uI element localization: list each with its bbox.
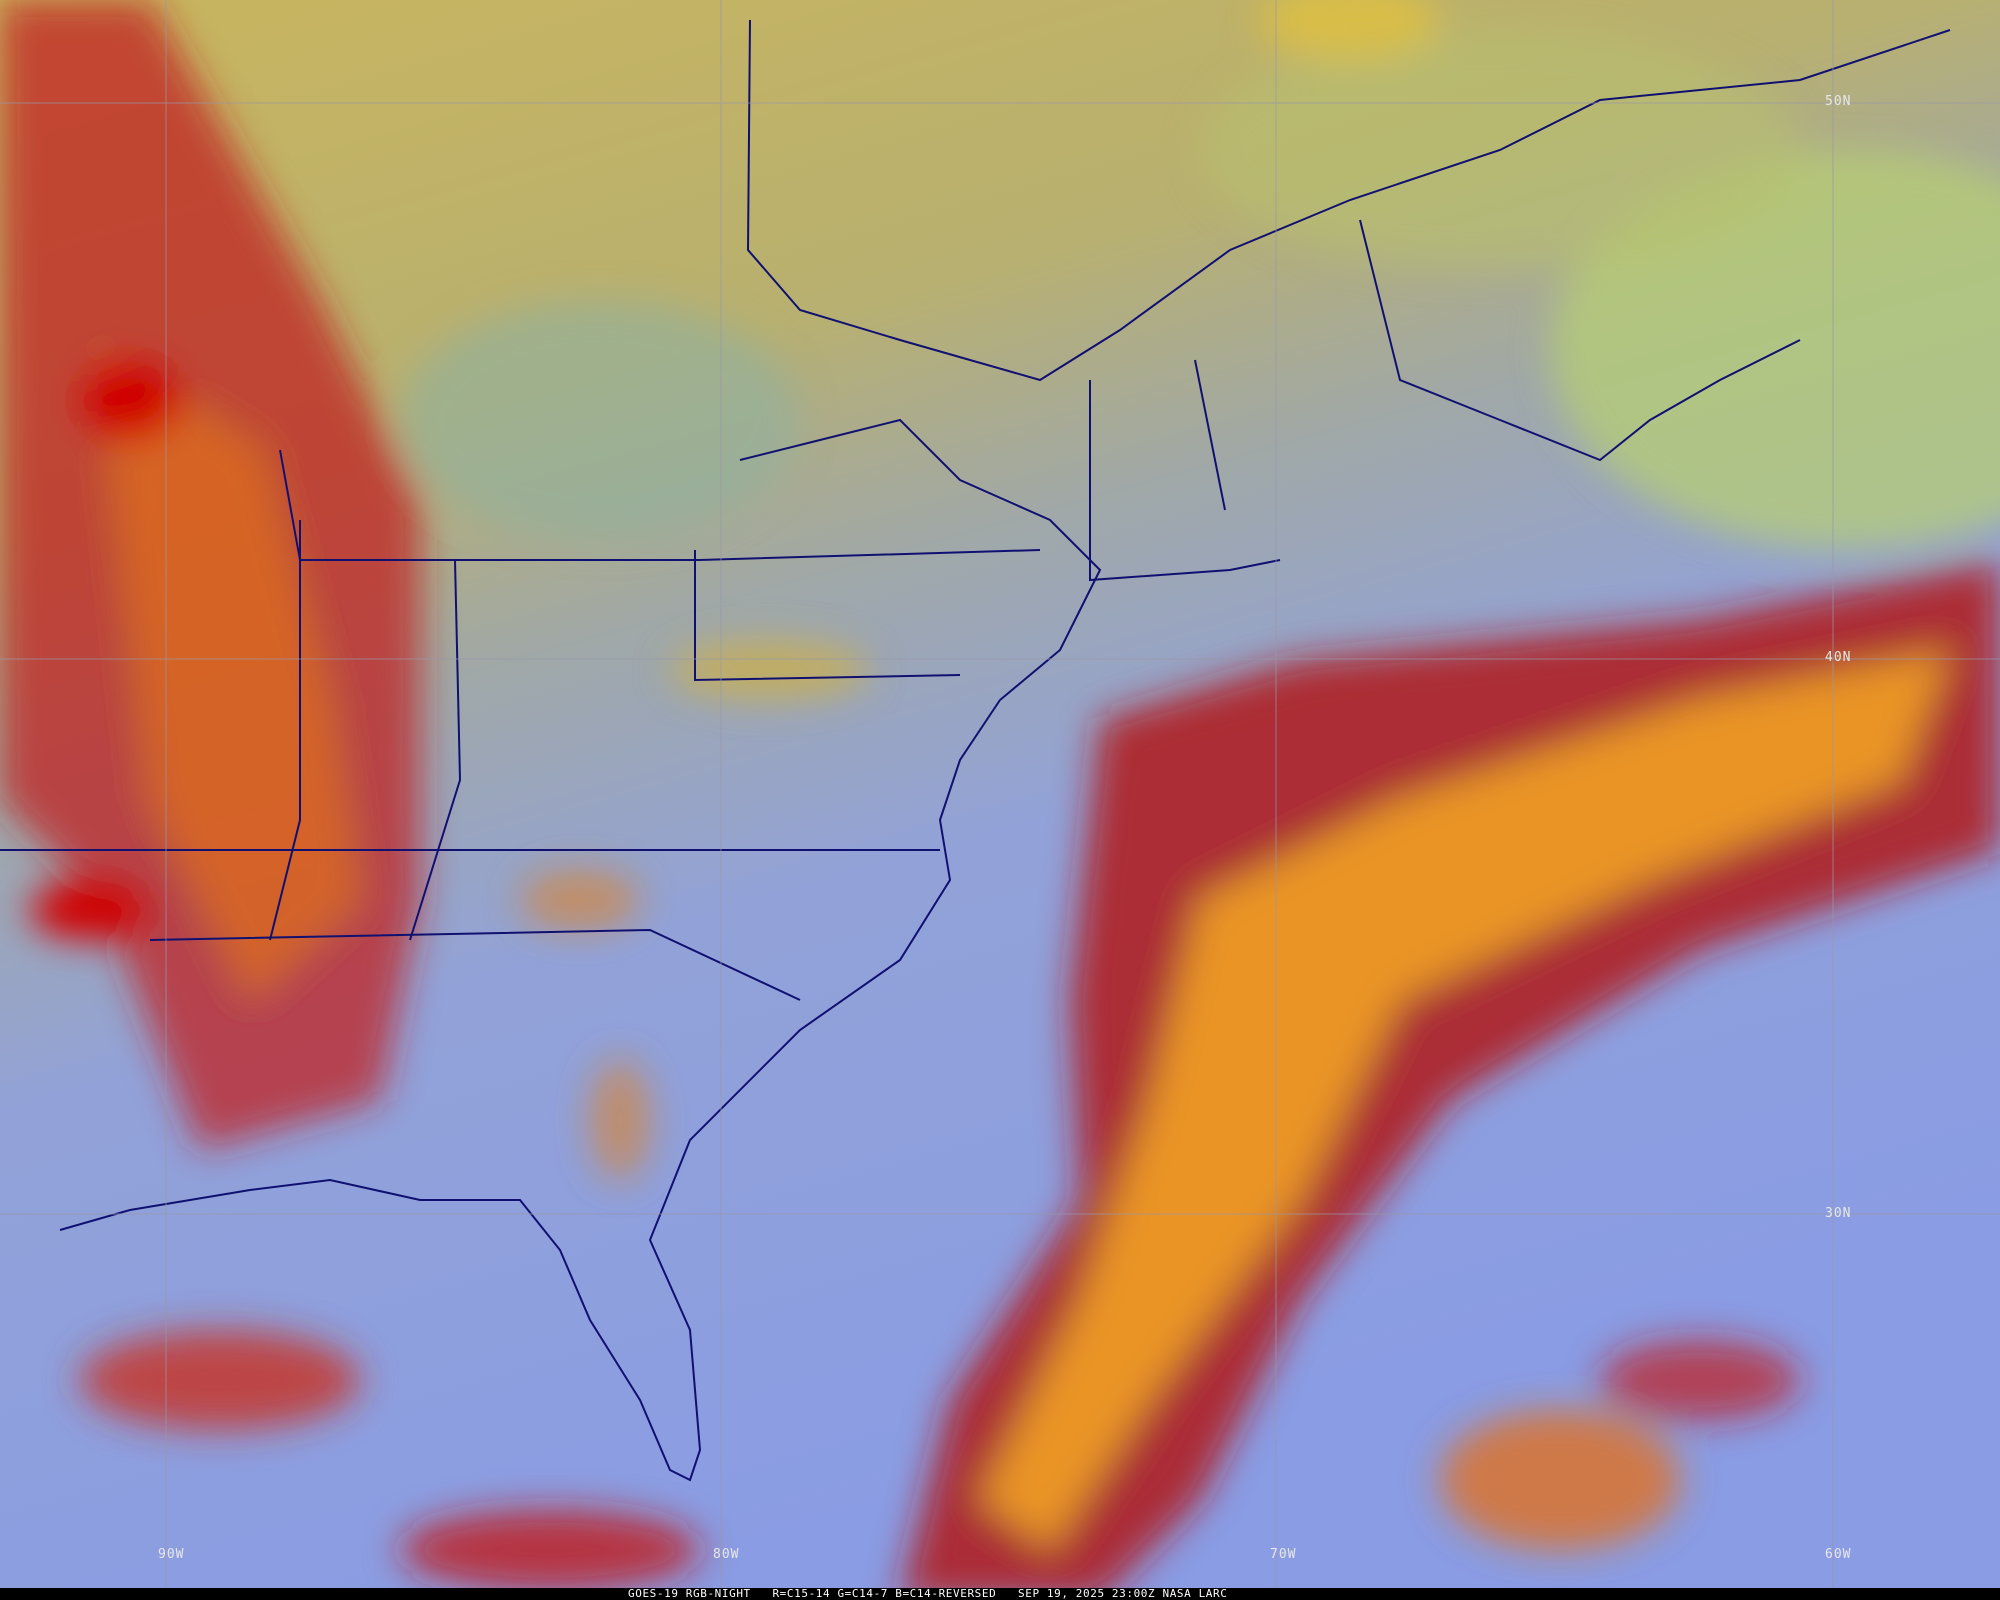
caption-bar: GOES-19 RGB-NIGHT R=C15-14 G=C14-7 B=C14… [0,1587,2000,1600]
caption-text: GOES-19 RGB-NIGHT R=C15-14 G=C14-7 B=C14… [628,1587,1228,1600]
latitude-label-30n: 30N [1825,1206,1852,1221]
longitude-label-90w: 90W [158,1547,185,1562]
longitude-label-70w: 70W [1270,1547,1297,1562]
longitude-label-80w: 80W [713,1547,740,1562]
political-boundaries [0,19,1951,1482]
latitude-label-50n: 50N [1825,94,1852,109]
longitude-label-60w: 60W [1825,1547,1852,1562]
latitude-label-40n: 40N [1825,650,1852,665]
